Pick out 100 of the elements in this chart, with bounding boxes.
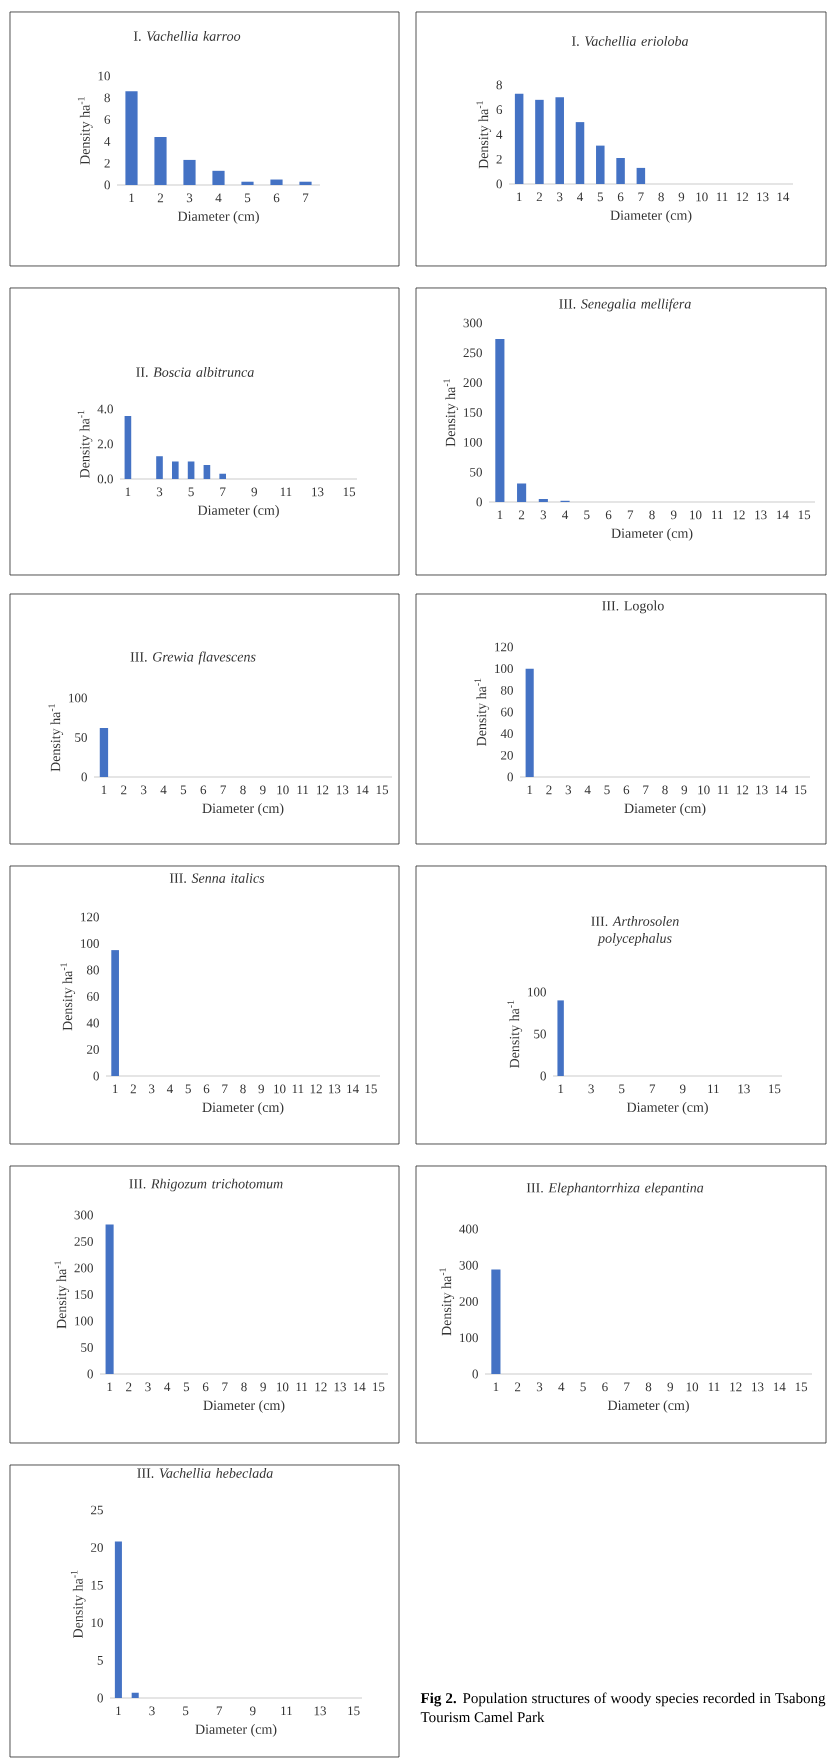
x-tick-label: 15 xyxy=(798,510,811,520)
x-tick-label: 3 xyxy=(141,785,147,795)
y-tick-label: 4 xyxy=(496,130,503,139)
x-tick-label: 10 xyxy=(698,785,710,795)
y-tick-label: 10 xyxy=(98,71,110,81)
x-tick-label: 4 xyxy=(215,193,222,203)
text: Fig 2. Population structures of woody species recorded in Tsabong Tourism Camel Park xyxy=(420,1692,826,1723)
y-tick-label: 4 xyxy=(104,137,111,146)
x-tick-label: 6 xyxy=(623,785,630,795)
y-tick-label: 0 xyxy=(496,179,502,189)
x-tick-label: 7 xyxy=(222,1382,228,1392)
y-tick-label: 10 xyxy=(91,1618,103,1628)
x-tick-label: 7 xyxy=(624,1382,630,1392)
x-tick-label: 2 xyxy=(130,1084,136,1094)
x-tick-label: 8 xyxy=(241,1382,247,1392)
y-tick-label: 50 xyxy=(75,733,87,742)
x-tick-label: 10 xyxy=(686,1382,699,1392)
x-axis-title: Diameter (cm) xyxy=(203,1400,285,1413)
x-tick-label: 3 xyxy=(149,1084,155,1094)
bar xyxy=(154,137,167,185)
y-tick-label: 100 xyxy=(464,437,482,447)
x-tick-label: 10 xyxy=(277,1382,289,1392)
x-tick-label: 8 xyxy=(240,785,246,795)
bar xyxy=(575,122,585,184)
x-tick-label: 3 xyxy=(565,785,572,795)
x-tick-label: 13 xyxy=(314,1706,326,1716)
x-axis-title: Diameter (cm) xyxy=(202,803,284,816)
x-tick-label: 5 xyxy=(188,487,194,497)
x-tick-label: 2 xyxy=(518,510,525,520)
x-tick-label: 7 xyxy=(222,1084,228,1094)
x-axis-title: Diameter (cm) xyxy=(611,528,693,541)
x-tick-label: 6 xyxy=(202,1382,209,1392)
y-tick-label: 80 xyxy=(86,965,99,975)
y-tick-label: 0.0 xyxy=(97,474,113,484)
chart-title: III. Senegalia mellifera xyxy=(559,298,691,312)
y-tick-label: 300 xyxy=(74,1210,93,1220)
y-tick-label: 0 xyxy=(540,1071,546,1081)
y-tick-label: 20 xyxy=(91,1543,103,1552)
bar xyxy=(270,179,283,185)
y-tick-label: 100 xyxy=(75,1316,93,1326)
y-tick-label: 0 xyxy=(81,772,87,782)
chart-title: I. Vachellia erioloba xyxy=(571,36,689,46)
x-tick-label: 15 xyxy=(769,1084,781,1094)
x-tick-label: 8 xyxy=(658,192,664,202)
x-tick-label: 11 xyxy=(708,1084,719,1094)
x-tick-label: 7 xyxy=(220,785,227,795)
x-tick-label: 3 xyxy=(536,1382,543,1392)
y-axis-title: Density ha$^{-1}$ xyxy=(48,704,64,772)
bar xyxy=(156,456,163,479)
y-tick-label: 4.0 xyxy=(97,404,113,414)
y-tick-label: 0 xyxy=(476,497,482,507)
y-tick-label: 300 xyxy=(459,1260,478,1270)
x-tick-label: 14 xyxy=(775,785,788,795)
x-tick-label: 3 xyxy=(186,193,193,203)
x-tick-label: 7 xyxy=(627,510,634,520)
x-tick-label: 3 xyxy=(557,192,563,202)
x-tick-label: 1 xyxy=(527,785,533,795)
x-tick-label: 12 xyxy=(310,1084,322,1094)
y-tick-label: 200 xyxy=(74,1263,93,1273)
x-tick-label: 5 xyxy=(245,193,251,203)
y-axis-title: Density ha$^{-1}$ xyxy=(77,410,93,479)
x-axis-title: Diameter (cm) xyxy=(607,1400,689,1413)
bar xyxy=(495,339,505,502)
y-tick-label: 400 xyxy=(459,1224,478,1234)
x-axis-title: Diameter (cm) xyxy=(197,505,279,518)
x-tick-label: 2 xyxy=(121,785,127,795)
y-tick-label: 0 xyxy=(507,772,513,782)
x-tick-label: 2 xyxy=(515,1382,521,1392)
x-tick-label: 9 xyxy=(678,192,685,202)
x-tick-label: 2 xyxy=(126,1382,132,1392)
y-tick-label: 100 xyxy=(495,664,513,674)
x-tick-label: 7 xyxy=(220,487,226,497)
x-tick-label: 12 xyxy=(736,192,749,202)
x-tick-label: 5 xyxy=(604,785,610,795)
y-tick-label: 300 xyxy=(463,318,482,328)
bar xyxy=(183,159,196,185)
chart-title: III. Grewia flavescens xyxy=(130,651,256,665)
y-axis-title: Density ha$^{-1}$ xyxy=(476,101,492,169)
y-tick-label: 50 xyxy=(470,467,482,477)
x-tick-label: 1 xyxy=(125,487,131,497)
y-tick-label: 5 xyxy=(97,1656,103,1665)
y-axis-title: Density ha$^{-1}$ xyxy=(60,963,76,1031)
x-tick-label: 10 xyxy=(274,1084,286,1094)
x-tick-label: 9 xyxy=(251,487,258,497)
y-tick-label: 25 xyxy=(91,1505,103,1515)
bar xyxy=(125,91,138,185)
x-tick-label: 4 xyxy=(160,785,167,795)
chart-title: III. Senna italics xyxy=(169,873,265,883)
y-tick-label: 150 xyxy=(464,408,482,417)
x-tick-label: 5 xyxy=(580,1382,586,1392)
y-tick-label: 60 xyxy=(501,707,513,717)
y-tick-label: 40 xyxy=(500,729,513,739)
bar xyxy=(219,473,227,479)
x-tick-label: 15 xyxy=(795,1382,808,1392)
x-tick-label: 1 xyxy=(107,1382,113,1392)
y-tick-label: 20 xyxy=(87,1045,99,1054)
chart-title: I. Vachellia karroo xyxy=(133,31,241,41)
y-tick-label: 2 xyxy=(104,158,110,168)
x-tick-label: 13 xyxy=(757,192,769,202)
x-tick-label: 5 xyxy=(584,510,590,520)
